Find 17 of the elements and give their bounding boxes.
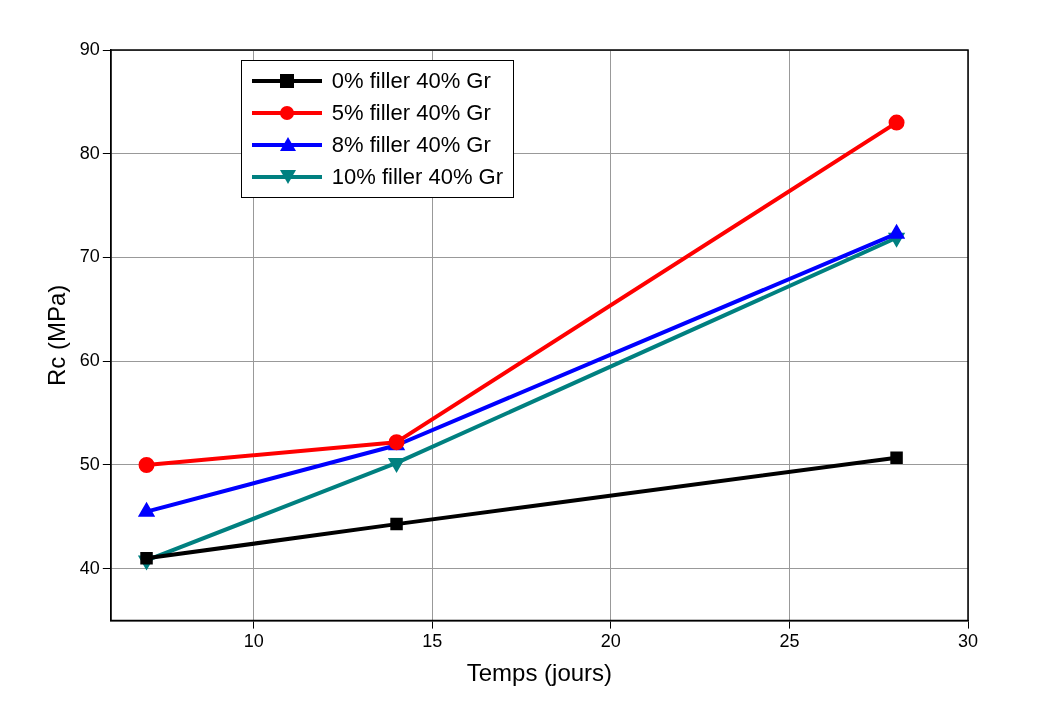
x-tick-label: 10 xyxy=(243,631,264,652)
y-tick-label: 60 xyxy=(79,350,100,371)
x-tick-label: 15 xyxy=(422,631,443,652)
y-tick-label: 80 xyxy=(79,142,100,163)
legend-label: 8% filler 40% Gr xyxy=(331,132,491,158)
x-axis-title: Temps (jours) xyxy=(466,659,613,687)
y-tick-label: 50 xyxy=(79,453,100,474)
x-tick-label: 30 xyxy=(957,631,979,652)
legend-label: 10% filler 40% Gr xyxy=(331,164,503,190)
x-tick-label: 20 xyxy=(600,631,621,652)
legend-label: 5% filler 40% Gr xyxy=(331,100,491,126)
legend-label: 0% filler 40% Gr xyxy=(331,68,491,94)
x-tick-label: 25 xyxy=(779,631,800,652)
y-axis-title: Rc (MPa) xyxy=(43,284,71,386)
y-tick-label: 40 xyxy=(79,557,100,578)
y-tick-label: 90 xyxy=(79,38,100,59)
y-tick-label: 70 xyxy=(79,246,100,267)
